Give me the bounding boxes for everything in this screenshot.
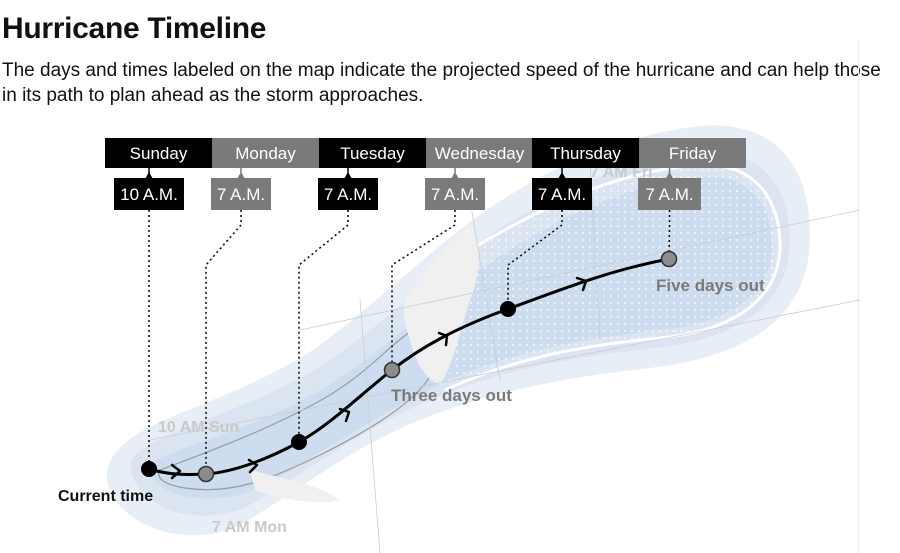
three-days-label: Three days out — [391, 386, 512, 405]
time-box — [425, 178, 485, 210]
track-points — [141, 250, 678, 483]
dotted-leader — [668, 210, 671, 266]
track-point — [141, 461, 157, 477]
current-time-label: Current time — [58, 488, 153, 505]
track-arrow — [338, 407, 351, 423]
bg-label-fri: 7 AM Fri — [590, 164, 653, 181]
dotted-leader — [298, 210, 349, 442]
track-point — [383, 361, 401, 379]
timeline: Sunday 10 A.M. Monday 7 A.M. Tuesday 7 A.M. We… — [105, 138, 746, 474]
time-box — [211, 178, 271, 210]
day-header-label: Friday — [669, 144, 717, 163]
time-label: 10 A.M. — [120, 185, 178, 204]
day-header-bg — [105, 138, 212, 168]
time-label: 7 A.M. — [538, 185, 586, 204]
time-label: 7 A.M. — [645, 185, 693, 204]
track-point — [660, 250, 678, 268]
track-arrow — [437, 331, 449, 347]
day-header-label: Monday — [235, 144, 296, 163]
day-header-bg — [639, 138, 746, 168]
time-box — [114, 178, 184, 210]
day-header-bg — [426, 138, 533, 168]
time-box — [318, 178, 378, 210]
track-point — [291, 434, 307, 450]
day-header-label: Sunday — [130, 144, 188, 163]
track-arrow — [575, 276, 588, 292]
day-header-label: Wednesday — [435, 144, 525, 163]
day-header-label: Thursday — [550, 144, 621, 163]
time-box-notch — [237, 172, 245, 179]
day-header-bg — [532, 138, 639, 168]
page-subtitle: The days and times labeled on the map in… — [2, 60, 881, 106]
track-point — [197, 465, 215, 483]
forecast-cone-dotted — [445, 164, 780, 390]
time-label: 7 A.M. — [217, 185, 265, 204]
track-point — [500, 301, 516, 317]
time-box-notch — [451, 172, 459, 179]
divider-line — [858, 40, 859, 553]
time-label: 7 A.M. — [324, 185, 372, 204]
grid-line — [359, 299, 381, 553]
track-arrow — [247, 458, 259, 474]
track-arrow — [170, 463, 182, 480]
forecast-cone-outline — [444, 163, 782, 392]
grid-line — [299, 209, 861, 331]
day-header-bg — [212, 138, 319, 168]
time-box-notch — [558, 172, 566, 179]
time-box — [638, 178, 701, 210]
five-days-label: Five days out — [656, 276, 765, 295]
grid-line — [149, 299, 861, 441]
day-header-label: Tuesday — [340, 144, 405, 163]
time-box-notch — [665, 172, 674, 179]
time-box — [532, 178, 592, 210]
bg-label-mon: 7 AM Mon — [212, 519, 287, 536]
day-header-bg — [319, 138, 426, 168]
land-peninsula — [403, 225, 479, 385]
land-island — [250, 470, 340, 502]
dotted-leader — [205, 210, 242, 474]
bg-label-sun: 10 AM Sun — [158, 419, 239, 436]
time-box-notch — [145, 172, 153, 179]
page-title: Hurricane Timeline — [2, 12, 267, 45]
track-arrows — [170, 276, 588, 480]
time-box-notch — [344, 172, 352, 179]
time-label: 7 A.M. — [431, 185, 479, 204]
